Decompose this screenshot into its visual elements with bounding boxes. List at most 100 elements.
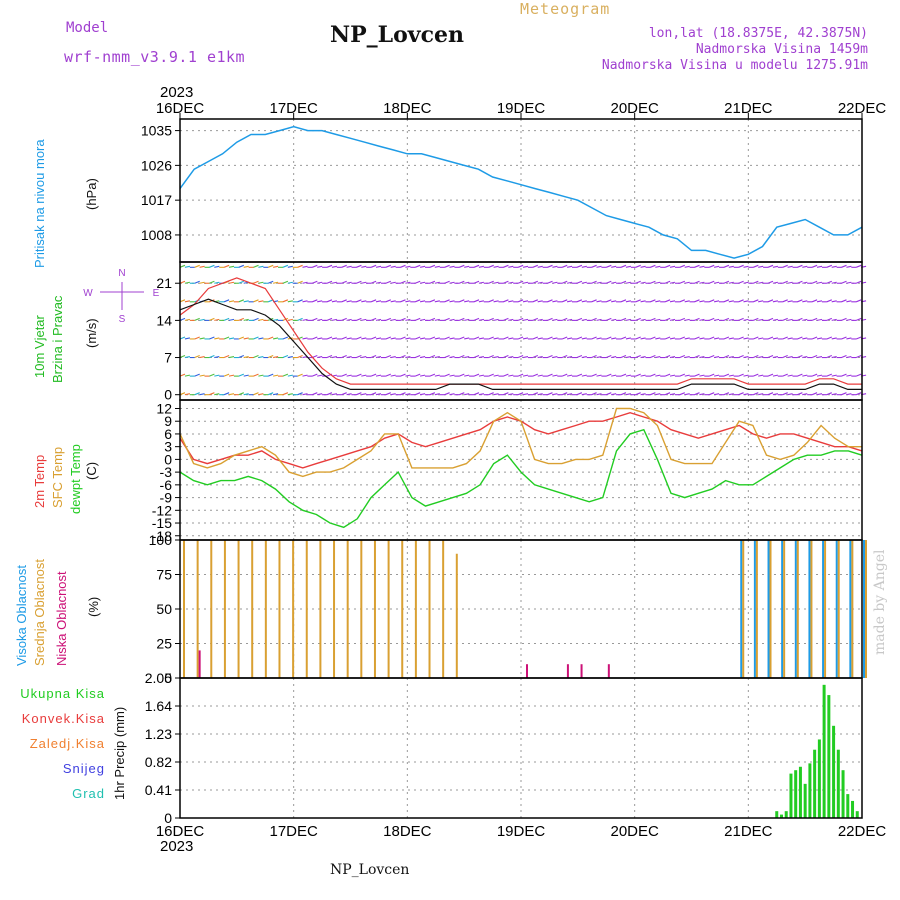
y-tick-label: 1026 bbox=[141, 157, 172, 173]
wind-barb bbox=[782, 264, 788, 268]
wind-barb bbox=[326, 264, 333, 268]
wind-barb bbox=[459, 317, 465, 321]
wind-barb bbox=[708, 280, 715, 284]
wind-barb bbox=[635, 264, 641, 268]
wind-barb bbox=[581, 393, 587, 396]
wind-barb bbox=[209, 336, 215, 340]
wind-barb bbox=[713, 318, 720, 321]
wind-barb bbox=[758, 393, 764, 396]
wind-barb bbox=[625, 281, 632, 284]
wind-barb bbox=[370, 392, 377, 396]
wind-barb bbox=[581, 318, 587, 321]
wind-barb bbox=[253, 299, 259, 303]
wind-barb bbox=[841, 317, 847, 321]
wind-barb bbox=[228, 281, 235, 284]
wind-barb bbox=[581, 281, 587, 284]
x-tick-label-top: 21DEC bbox=[724, 100, 773, 117]
wind-barb bbox=[297, 317, 303, 321]
wind-barb bbox=[493, 374, 499, 377]
precip-bar bbox=[851, 800, 855, 818]
wind-barb bbox=[679, 299, 686, 303]
wind-barb bbox=[552, 281, 558, 284]
wind-barb bbox=[517, 317, 524, 321]
wind-barb bbox=[287, 318, 293, 321]
precip-bar bbox=[779, 814, 783, 818]
wind-barb bbox=[400, 299, 406, 303]
y-tick-label: 14 bbox=[156, 312, 172, 328]
wind-barb bbox=[635, 299, 641, 303]
wind-barb bbox=[841, 373, 847, 377]
wind-barb bbox=[473, 392, 480, 396]
wind-barb bbox=[811, 317, 818, 321]
model-label: Model bbox=[66, 20, 109, 36]
y-tick-label: -6 bbox=[160, 477, 173, 493]
wind-barb bbox=[302, 318, 308, 321]
wind-barb bbox=[782, 373, 788, 377]
wind-barb bbox=[184, 318, 191, 321]
wind-barb bbox=[214, 355, 220, 359]
wind-barb bbox=[370, 317, 377, 321]
wind-barb bbox=[258, 265, 264, 268]
wind-barb bbox=[532, 373, 539, 377]
wind-barb bbox=[194, 280, 200, 284]
wind-barb bbox=[287, 355, 293, 359]
wind-barb bbox=[214, 393, 220, 396]
wind-barb bbox=[449, 281, 455, 284]
precip-bar bbox=[822, 684, 826, 818]
altitude-label: Nadmorska Visina 1459m bbox=[695, 42, 868, 57]
wind-barb bbox=[787, 265, 793, 268]
wind-barb bbox=[537, 318, 543, 321]
wind-barb bbox=[620, 299, 627, 303]
wind-barb bbox=[758, 318, 764, 321]
wind-barb bbox=[253, 280, 259, 284]
wind-barb bbox=[522, 318, 529, 321]
wind-barb bbox=[620, 264, 627, 268]
wind-barb bbox=[478, 374, 485, 377]
wind-barb bbox=[341, 355, 347, 359]
wind-barb bbox=[620, 392, 627, 396]
wind-barb bbox=[713, 355, 720, 359]
y-tick-label: -9 bbox=[160, 490, 173, 506]
wind-barb bbox=[464, 281, 470, 284]
wind-barb bbox=[517, 280, 524, 284]
x-tick-label-bottom: 17DEC bbox=[269, 823, 318, 840]
wind-barb bbox=[547, 317, 553, 321]
wind-barb bbox=[449, 318, 455, 321]
wind-barb bbox=[434, 281, 440, 284]
wind-barb bbox=[194, 355, 200, 359]
wind-barb bbox=[488, 355, 494, 359]
wind-barb bbox=[400, 392, 406, 396]
wind-barb bbox=[370, 355, 377, 359]
lonlat-label: lon,lat (18.8375E, 42.3875N) bbox=[648, 26, 868, 41]
wind-barb bbox=[816, 393, 823, 396]
wind-barb bbox=[802, 265, 808, 268]
wind-barb bbox=[331, 300, 338, 303]
wind-barb bbox=[738, 392, 744, 396]
wind-barb bbox=[214, 265, 220, 268]
wind-barb bbox=[243, 265, 249, 268]
wind-barb bbox=[385, 280, 392, 284]
wind-barb bbox=[841, 336, 847, 340]
wind-barb bbox=[532, 336, 539, 340]
wind-barb bbox=[405, 355, 411, 359]
wind-barb bbox=[346, 337, 352, 340]
wind-barb bbox=[625, 374, 632, 377]
wind-barb bbox=[459, 355, 465, 359]
wind-barb bbox=[802, 281, 808, 284]
wind-barb bbox=[258, 318, 264, 321]
wind-barb bbox=[611, 318, 617, 321]
wind-barb bbox=[826, 336, 833, 340]
wind-barb bbox=[640, 355, 646, 359]
wind-barb bbox=[591, 373, 597, 377]
wind-barb bbox=[385, 392, 392, 396]
wind-barb bbox=[209, 392, 215, 396]
wind-barb bbox=[179, 373, 186, 377]
wind-barb bbox=[317, 300, 323, 303]
wind-barb bbox=[400, 264, 406, 268]
wind-barb bbox=[635, 280, 641, 284]
wind-barb bbox=[537, 337, 543, 340]
wind-barb bbox=[444, 264, 450, 268]
wind-barb bbox=[297, 392, 303, 396]
wind-speed-series bbox=[179, 277, 862, 385]
wind-barb bbox=[341, 280, 347, 284]
